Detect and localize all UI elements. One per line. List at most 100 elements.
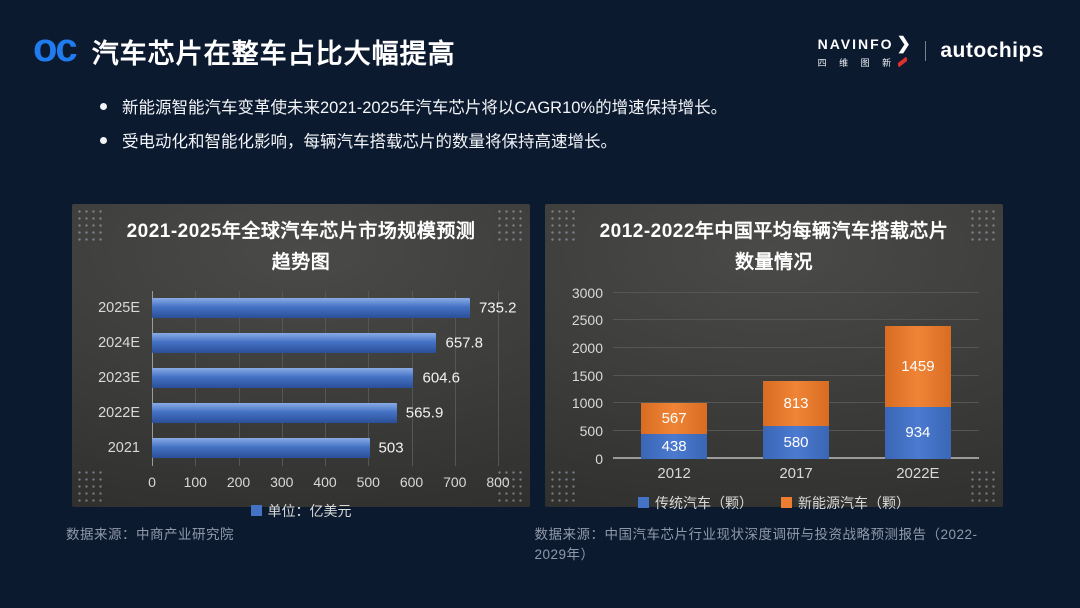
x-tick-label: 100 xyxy=(183,473,207,490)
category-label: 2022E xyxy=(98,405,140,422)
navinfo-chinese: 四 维 图 新 xyxy=(818,56,909,69)
legend-swatch xyxy=(781,497,792,509)
bullet-text: 新能源智能汽车变革使未来2021-2025年汽车芯片将以CAGR10%的增速保持… xyxy=(122,99,728,117)
bar-segment: 1459 xyxy=(884,326,951,407)
chart-title: 2021-2025年全球汽车芯片市场规模预测 趋势图 xyxy=(88,217,514,279)
horizontal-bar-plot-area: 2025E 735.2 2024E 657.8 2023E 604.6 2022E 565.9… xyxy=(98,290,517,466)
x-axis-category-labels: 2012 2017 2022E xyxy=(613,465,979,483)
data-source-left: 数据来源：中商产业研究院 xyxy=(66,527,234,542)
legend-item: 新能源汽车（颗） xyxy=(781,493,910,513)
chart-title-line: 趋势图 xyxy=(271,251,331,273)
category-label: 2023E xyxy=(98,370,140,387)
data-bar xyxy=(152,298,470,319)
x-tick-label: 0 xyxy=(148,473,156,490)
bar-row: 2021 503 xyxy=(108,438,498,459)
sources-row: 数据来源：中商产业研究院 数据来源：中国汽车芯片行业现状深度调研与投资战略预测报… xyxy=(0,523,1080,563)
charts-row: 2021-2025年全球汽车芯片市场规模预测 趋势图 2025E 735.2 202… xyxy=(0,204,1080,519)
legend-item: 单位：亿美元 xyxy=(250,501,352,521)
data-bar xyxy=(152,438,370,459)
data-bar xyxy=(152,333,437,354)
value-label: 438 xyxy=(661,437,687,455)
category-label: 2022E xyxy=(896,464,940,482)
value-label: 565.9 xyxy=(405,404,444,422)
data-bar xyxy=(152,368,414,389)
bullet-item: 新能源智能汽车变革使未来2021-2025年汽车芯片将以CAGR10%的增速保持… xyxy=(100,94,1080,118)
x-axis-ticks: 0 100 200 300 400 500 600 700 800 xyxy=(148,473,510,491)
legend-label: 传统汽车（颗） xyxy=(655,494,753,511)
chart-title-line: 2012-2022年中国平均每辆汽车搭载芯片 xyxy=(599,221,949,242)
x-tick-label: 500 xyxy=(356,473,380,490)
y-tick-label: 2500 xyxy=(571,312,603,329)
navinfo-chinese-text: 四 维 图 新 xyxy=(817,57,897,68)
gridline xyxy=(613,319,979,321)
bar-row: 2025E 735.2 xyxy=(98,298,517,319)
navinfo-text: NAVINFO xyxy=(817,35,894,52)
navinfo-wordmark: NAVINFO ❯ xyxy=(818,34,911,54)
bar-row: 2022E 565.9 xyxy=(98,403,498,424)
gridline xyxy=(613,374,979,376)
value-label: 813 xyxy=(783,395,809,413)
brand-divider xyxy=(924,41,927,61)
red-pen-icon xyxy=(897,56,908,68)
stacked-column: 438 567 xyxy=(641,402,708,459)
x-tick-label: 700 xyxy=(443,473,467,490)
value-label: 657.8 xyxy=(445,334,484,352)
x-tick-label: 200 xyxy=(226,473,251,490)
bullet-item: 受电动化和智能化影响，每辆汽车搭载芯片的数量将保持高速增长。 xyxy=(100,128,1080,152)
x-tick-label: 600 xyxy=(399,473,424,490)
chart-legend: 传统汽车（颗） 新能源汽车（颗） xyxy=(561,493,987,513)
chevron-right-icon: ❯ xyxy=(896,33,911,53)
bar-segment: 567 xyxy=(641,402,708,435)
brand-lockup: NAVINFO ❯ 四 维 图 新 autochips xyxy=(818,34,1044,69)
oc-logo: oc xyxy=(33,26,78,70)
chart-title-line: 2021-2025年全球汽车芯片市场规模预测 xyxy=(126,221,476,242)
slide-header: oc 汽车芯片在整车占比大幅提高 NAVINFO ❯ 四 维 图 新 autoc… xyxy=(0,0,1080,72)
category-label: 2017 xyxy=(779,464,813,482)
china-chips-per-car-chart-panel: 2012-2022年中国平均每辆汽车搭载芯片 数量情况 0 500 1000 1500… xyxy=(545,204,1003,511)
value-label: 934 xyxy=(905,424,931,442)
gridline xyxy=(454,290,456,466)
legend-swatch xyxy=(638,497,649,509)
global-market-chart-panel: 2021-2025年全球汽车芯片市场规模预测 趋势图 2025E 735.2 202… xyxy=(72,204,530,519)
stacked-column: 934 1459 xyxy=(884,326,951,459)
y-tick-label: 0 xyxy=(595,450,603,467)
legend-label: 单位：亿美元 xyxy=(267,502,352,519)
chart-title: 2012-2022年中国平均每辆汽车搭载芯片 数量情况 xyxy=(561,217,987,279)
value-label: 567 xyxy=(661,410,687,428)
data-source-right: 数据来源：中国汽车芯片行业现状深度调研与投资战略预测报告（2022-2029年） xyxy=(534,527,978,562)
chart-legend: 单位：亿美元 xyxy=(88,501,514,521)
bullet-list: 新能源智能汽车变革使未来2021-2025年汽车芯片将以CAGR10%的增速保持… xyxy=(100,94,1080,152)
x-tick-label: 300 xyxy=(270,473,294,490)
stacked-column: 580 813 xyxy=(763,381,829,459)
bar-segment: 438 xyxy=(641,434,708,459)
bullet-text: 受电动化和智能化影响，每辆汽车搭载芯片的数量将保持高速增长。 xyxy=(122,133,617,151)
stacked-column-plot-area: 0 500 1000 1500 2000 2500 3000 438 567 580 813 934 1… xyxy=(572,285,979,467)
bar-segment: 580 xyxy=(763,426,829,459)
x-tick-label: 800 xyxy=(486,473,510,490)
bar-segment: 813 xyxy=(763,381,829,427)
legend-label: 新能源汽车（颗） xyxy=(798,494,910,511)
category-label: 2021 xyxy=(107,440,140,457)
y-tick-label: 1000 xyxy=(571,395,603,412)
y-tick-label: 500 xyxy=(579,422,603,439)
value-label: 580 xyxy=(783,433,809,451)
data-bar xyxy=(152,403,397,424)
navinfo-logo: NAVINFO ❯ 四 维 图 新 xyxy=(818,34,911,69)
category-label: 2024E xyxy=(98,335,140,352)
gridline xyxy=(613,346,979,348)
category-label: 2012 xyxy=(657,464,691,482)
value-label: 735.2 xyxy=(478,299,517,317)
chart-title-line: 数量情况 xyxy=(734,251,813,273)
bar-segment: 934 xyxy=(884,406,951,459)
bar-row: 2023E 604.6 xyxy=(98,368,498,389)
value-label: 604.6 xyxy=(422,369,461,387)
autochips-wordmark: autochips xyxy=(940,39,1044,62)
gridline xyxy=(498,290,499,466)
corner-dots-decoration xyxy=(76,469,106,503)
y-tick-label: 3000 xyxy=(571,284,603,301)
y-tick-label: 2000 xyxy=(571,339,603,356)
value-label: 1459 xyxy=(901,358,935,375)
page-title: 汽车芯片在整车占比大幅提高 xyxy=(91,38,456,69)
bullet-dot-icon xyxy=(100,102,107,110)
